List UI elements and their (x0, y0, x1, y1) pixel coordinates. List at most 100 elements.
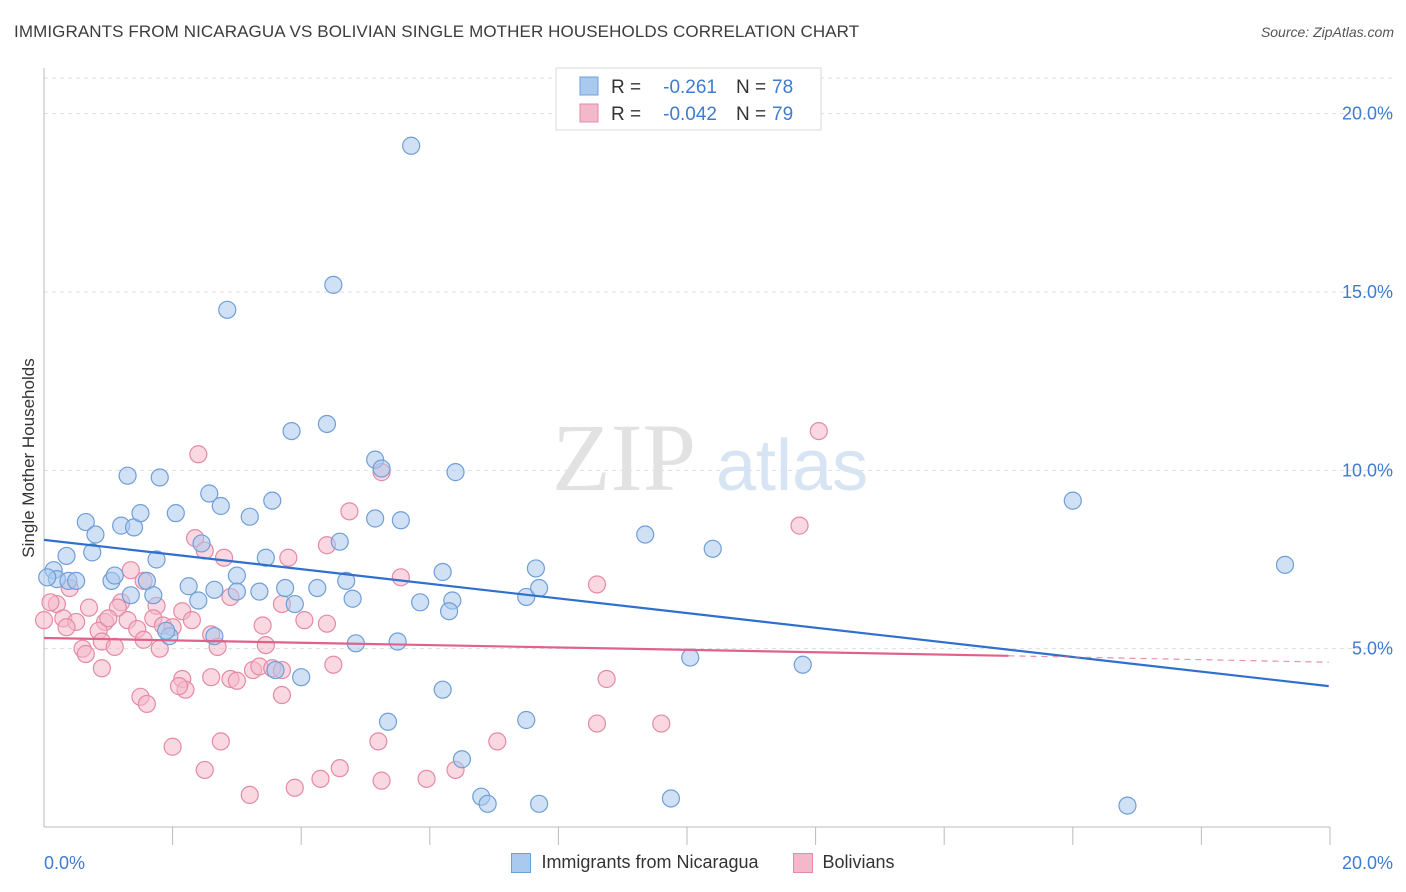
point-nicaragua (337, 571, 356, 591)
stats-legend: R = -0.261 N = 78 R = -0.042 N = 79 (555, 67, 822, 131)
point-nicaragua (121, 586, 140, 605)
stats-n-value: 79 (772, 104, 793, 125)
trend-lines (43, 538, 1329, 688)
point-nicaragua (83, 543, 102, 562)
point-bolivians (76, 644, 95, 664)
point-nicaragua (452, 750, 472, 769)
legend-label-bolivians: Bolivians (822, 852, 895, 872)
stats-swatch (579, 76, 599, 96)
point-bolivians (391, 568, 410, 587)
point-nicaragua (266, 660, 285, 680)
point-nicaragua (517, 710, 536, 730)
point-bolivians (417, 769, 436, 788)
point-bolivians (163, 737, 182, 756)
point-bolivians (105, 637, 124, 656)
point-nicaragua (433, 562, 452, 582)
point-nicaragua (391, 511, 410, 530)
trend-line-bolivians-extension (1008, 655, 1329, 663)
point-nicaragua (1118, 796, 1137, 815)
series-bolivians (34, 422, 828, 805)
y-tick-label: 20.0% (1342, 104, 1393, 124)
point-nicaragua (285, 594, 304, 614)
point-bolivians (790, 516, 809, 535)
point-bolivians (256, 635, 275, 655)
point-nicaragua (227, 566, 246, 585)
point-nicaragua (211, 496, 230, 516)
point-bolivians (587, 575, 607, 594)
point-bolivians (587, 714, 607, 733)
point-nicaragua (276, 578, 295, 598)
axes (43, 68, 1331, 845)
point-nicaragua (131, 504, 150, 523)
trend-line-bolivians (43, 636, 1009, 657)
stats-n-label: N = (736, 104, 766, 125)
stats-r-label: R = (611, 104, 641, 125)
point-nicaragua (439, 602, 459, 621)
y-axis-label: Single Mother Households (19, 358, 38, 557)
point-bolivians (369, 732, 388, 751)
point-nicaragua (433, 680, 452, 699)
point-bolivians (809, 422, 828, 441)
legend-item-bolivians: Bolivians (792, 852, 895, 873)
point-nicaragua (157, 621, 176, 640)
point-nicaragua (526, 559, 545, 578)
point-nicaragua (378, 712, 398, 731)
point-bolivians (240, 785, 259, 805)
point-bolivians (195, 760, 214, 780)
point-nicaragua (282, 422, 301, 441)
point-bolivians (324, 655, 343, 674)
point-bolivians (214, 548, 234, 567)
point-bolivians (488, 732, 507, 751)
point-bolivians (99, 609, 118, 628)
point-nicaragua (250, 582, 269, 601)
point-nicaragua (189, 591, 208, 610)
point-bolivians (295, 611, 314, 630)
x-tick-label: 20.0% (1342, 853, 1393, 873)
point-nicaragua (205, 580, 224, 599)
point-nicaragua (76, 512, 95, 532)
point-nicaragua (147, 550, 166, 569)
point-bolivians (279, 548, 298, 567)
point-bolivians (311, 769, 330, 788)
point-nicaragua (636, 525, 655, 544)
stats-legend-box (555, 67, 822, 131)
point-nicaragua (530, 794, 549, 813)
point-bolivians (253, 616, 272, 635)
point-bolivians (597, 669, 616, 689)
trend-line-nicaragua (43, 538, 1329, 688)
stats-swatch (579, 103, 599, 123)
point-nicaragua (144, 586, 163, 605)
legend-swatch-pink (792, 852, 813, 873)
point-nicaragua (517, 587, 536, 607)
point-nicaragua (200, 484, 219, 503)
point-bolivians (137, 694, 156, 714)
point-bolivians (340, 502, 359, 521)
legend-item-nicaragua: Immigrants from Nicaragua (511, 852, 759, 873)
point-bolivians (57, 618, 76, 637)
point-bolivians (121, 561, 140, 580)
series-legend: Immigrants from Nicaragua Bolivians (0, 852, 1406, 873)
point-bolivians (317, 614, 337, 633)
point-nicaragua (218, 300, 237, 319)
point-nicaragua (446, 463, 465, 482)
watermark: ZIP atlas (552, 404, 868, 511)
point-bolivians (182, 611, 201, 630)
stats-n-value: 78 (772, 77, 793, 98)
point-nicaragua (388, 632, 407, 651)
point-bolivians (34, 611, 54, 630)
y-tick-label: 15.0% (1342, 282, 1393, 302)
point-bolivians (652, 714, 671, 733)
point-nicaragua (150, 468, 169, 487)
point-nicaragua (57, 546, 76, 566)
legend-label-nicaragua: Immigrants from Nicaragua (541, 852, 759, 872)
point-nicaragua (118, 466, 137, 485)
point-bolivians (202, 668, 221, 687)
point-nicaragua (308, 578, 327, 598)
point-nicaragua (478, 794, 497, 813)
point-bolivians (227, 671, 246, 690)
point-bolivians (189, 445, 208, 464)
stats-r-label: R = (611, 77, 641, 98)
point-nicaragua (317, 414, 337, 434)
point-nicaragua (105, 566, 124, 585)
